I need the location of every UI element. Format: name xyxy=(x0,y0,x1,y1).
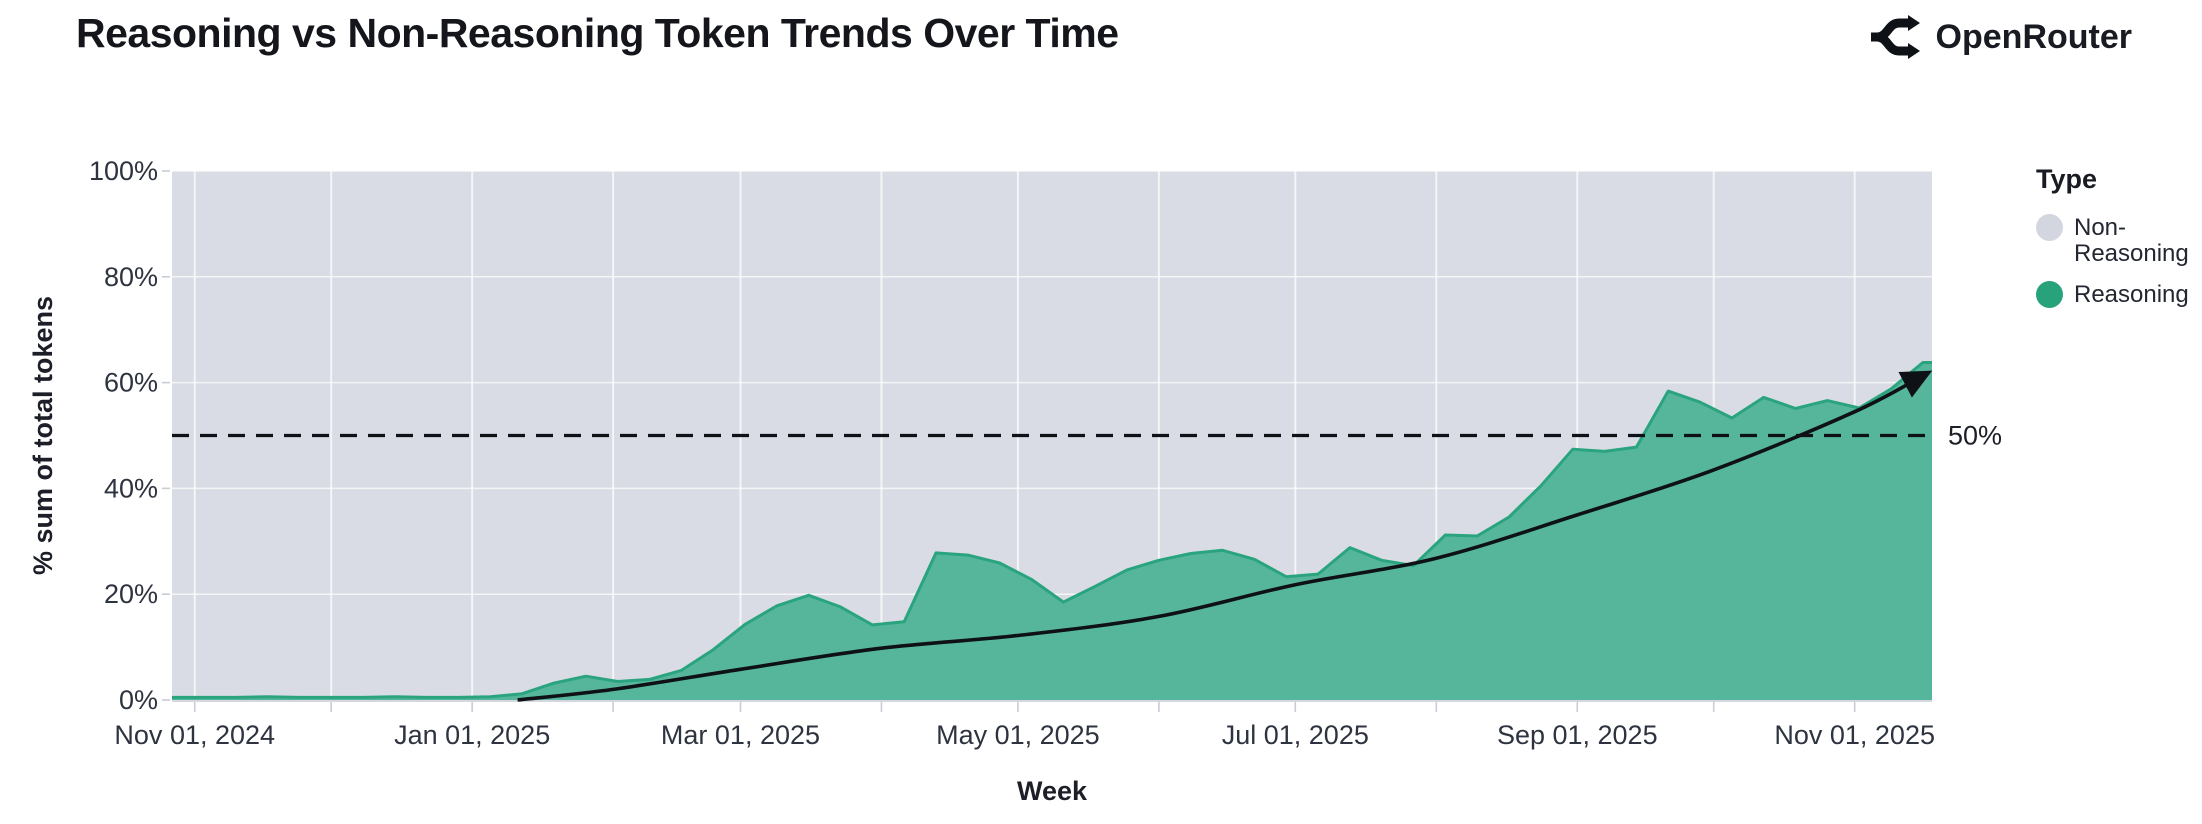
x-tick-label: May 01, 2025 xyxy=(936,720,1100,750)
brand-name: OpenRouter xyxy=(1935,17,2132,56)
openrouter-icon xyxy=(1866,14,1920,60)
page-title: Reasoning vs Non-Reasoning Token Trends … xyxy=(76,10,1119,56)
reasoning-area xyxy=(172,362,1932,700)
y-tick-label: 100% xyxy=(89,156,158,186)
legend-label: Non-Reasoning xyxy=(2074,214,2189,268)
x-tick-label: Jul 01, 2025 xyxy=(1222,720,1369,750)
non-reasoning-dot-icon xyxy=(2036,214,2063,241)
x-tick-label: Nov 01, 2024 xyxy=(114,720,275,750)
reasoning-line xyxy=(172,361,1932,699)
legend-label: Reasoning xyxy=(2074,280,2189,308)
chart-legend: Type Non-Reasoning Reasoning xyxy=(2036,164,2202,322)
y-tick-label: 40% xyxy=(104,473,158,503)
y-tick-label: 0% xyxy=(119,685,158,715)
reasoning-dot-icon xyxy=(2036,280,2063,308)
x-tick-label: Sep 01, 2025 xyxy=(1497,720,1658,750)
x-tick-label: Mar 01, 2025 xyxy=(661,720,820,750)
fifty-percent-label: 50% xyxy=(1948,421,2002,451)
y-tick-label: 20% xyxy=(104,579,158,609)
legend-item-reasoning[interactable]: Reasoning xyxy=(2036,280,2202,308)
legend-item-non-reasoning[interactable]: Non-Reasoning xyxy=(2036,214,2202,268)
y-tick-label: 80% xyxy=(104,262,158,292)
legend-title: Type xyxy=(2036,164,2098,194)
x-tick-label: Jan 01, 2025 xyxy=(394,720,550,750)
y-tick-label: 60% xyxy=(104,368,158,398)
y-axis-title: % sum of total tokens xyxy=(28,296,58,575)
trend-arrow-line xyxy=(517,370,1933,702)
x-tick-label: Nov 01, 2025 xyxy=(1774,720,1935,750)
brand-logo[interactable]: OpenRouter xyxy=(1866,14,2132,60)
x-axis-title: Week xyxy=(1017,776,1088,806)
